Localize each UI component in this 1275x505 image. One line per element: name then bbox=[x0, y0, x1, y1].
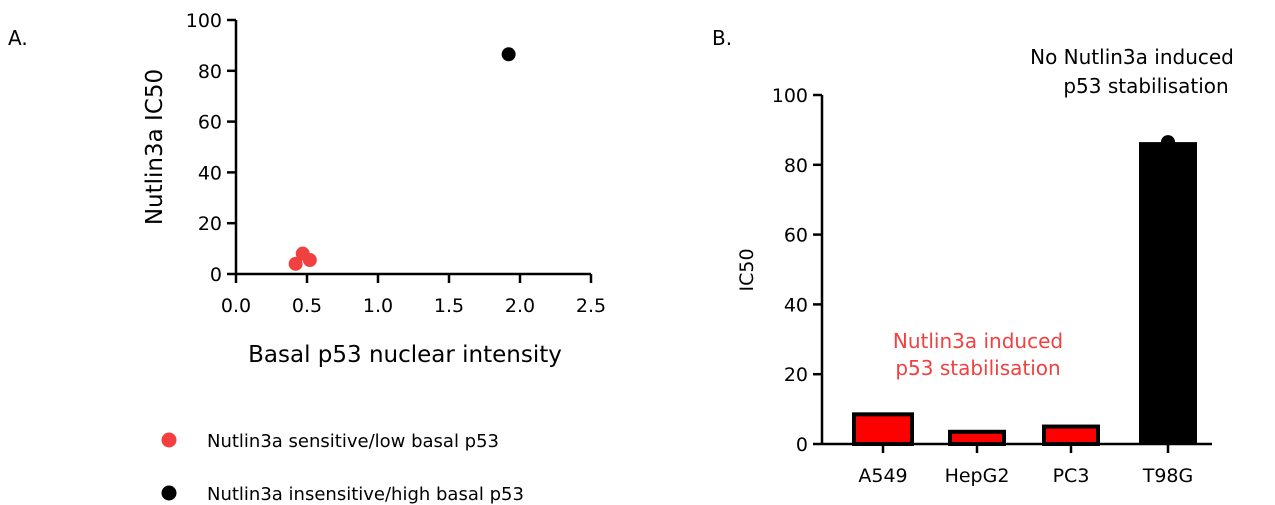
scatter-points bbox=[288, 47, 516, 271]
bar-y-tick-label: 60 bbox=[784, 225, 808, 247]
bar-a549 bbox=[852, 412, 914, 446]
legend-marker-insensitive bbox=[161, 485, 177, 501]
annotation-not-induced: No Nutlin3a induced p53 stabilisation bbox=[1030, 45, 1234, 98]
bar-y-ticks: 0 20 40 60 80 100 bbox=[772, 85, 822, 456]
bar-hepg2 bbox=[948, 429, 1006, 447]
scatter-x-tick-label: 2.5 bbox=[576, 295, 606, 317]
bar-y-axis-title: IC50 bbox=[736, 248, 758, 291]
scatter-y-tick-label: 0 bbox=[210, 264, 222, 286]
scatter-point-insensitive bbox=[501, 47, 516, 62]
annotation-induced: Nutlin3a induced p53 stabilisation bbox=[893, 329, 1063, 380]
annotation-induced-line-1: Nutlin3a induced bbox=[893, 329, 1063, 353]
scatter-point-sensitive bbox=[302, 253, 317, 268]
scatter-y-tick-label: 40 bbox=[198, 162, 222, 184]
scatter-y-tick-label: 80 bbox=[198, 61, 222, 83]
scatter-axes bbox=[234, 20, 591, 276]
legend-marker-sensitive bbox=[161, 432, 177, 448]
scatter-x-ticks: 0.0 0.5 1.0 1.5 2.0 2.5 bbox=[221, 274, 606, 317]
bar-y-tick-label: 0 bbox=[796, 434, 808, 456]
bar-x-tick-label: PC3 bbox=[1053, 465, 1090, 487]
bar-x-tick-label: A549 bbox=[858, 465, 907, 487]
bar-y-tick-label: 80 bbox=[784, 155, 808, 177]
bar-x-tick-label: HepG2 bbox=[945, 465, 1010, 487]
annotation-not-induced-line-2: p53 stabilisation bbox=[1063, 74, 1228, 98]
bar-point-marker-t98g bbox=[1161, 135, 1175, 150]
bar-x-tick-label: T98G bbox=[1142, 465, 1194, 487]
scatter-x-tick-label: 1.5 bbox=[434, 295, 464, 317]
annotation-induced-line-2: p53 stabilisation bbox=[895, 356, 1060, 380]
scatter-y-tick-label: 20 bbox=[198, 213, 222, 235]
annotation-not-induced-line-1: No Nutlin3a induced bbox=[1030, 45, 1234, 69]
scatter-x-tick-label: 0.0 bbox=[221, 295, 251, 317]
scatter-y-tick-label: 100 bbox=[186, 10, 222, 32]
bars bbox=[852, 135, 1197, 447]
panel-a-label: A. bbox=[8, 26, 28, 50]
scatter-x-axis-title: Basal p53 nuclear intensity bbox=[248, 342, 562, 368]
bar-pc3 bbox=[1042, 424, 1100, 446]
scatter-y-axis-title: Nutlin3a IC50 bbox=[142, 69, 168, 225]
bar-x-ticks: A549 HepG2 PC3 T98G bbox=[858, 444, 1193, 487]
bar-y-tick-label: 20 bbox=[784, 364, 808, 386]
legend-label-sensitive: Nutlin3a sensitive/low basal p53 bbox=[207, 431, 499, 452]
bar-y-tick-label: 40 bbox=[784, 294, 808, 316]
bar-y-tick-label: 100 bbox=[772, 85, 808, 107]
scatter-point-sensitive bbox=[288, 256, 303, 271]
legend-label-insensitive: Nutlin3a insensitive/high basal p53 bbox=[207, 484, 524, 505]
bar-t98g bbox=[1139, 142, 1197, 445]
panel-b-label: B. bbox=[712, 26, 732, 50]
scatter-y-tick-label: 60 bbox=[198, 112, 222, 134]
scatter-x-tick-label: 2.0 bbox=[505, 295, 535, 317]
scatter-x-tick-label: 1.0 bbox=[363, 295, 393, 317]
legend: Nutlin3a sensitive/low basal p53 Nutlin3… bbox=[161, 431, 524, 505]
scatter-x-tick-label: 0.5 bbox=[292, 295, 322, 317]
scatter-y-ticks: 0 20 40 60 80 100 bbox=[186, 10, 236, 286]
